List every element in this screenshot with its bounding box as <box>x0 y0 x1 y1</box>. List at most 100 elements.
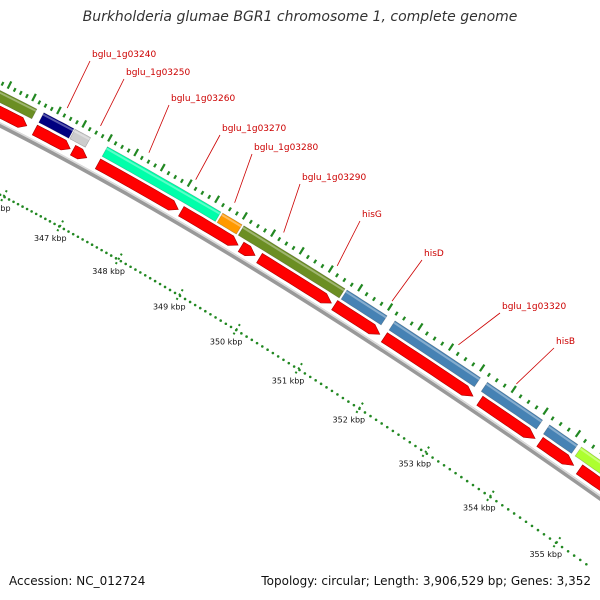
ruler-dot <box>109 254 113 257</box>
cog-block-highlight <box>73 130 91 141</box>
outer-tick-mark <box>526 399 531 405</box>
outer-tick-mark <box>440 341 445 346</box>
map-title: Burkholderia glumae BGR1 chromosome 1, c… <box>82 9 518 25</box>
ruler-dot <box>34 212 38 216</box>
ruler-dot <box>250 338 254 342</box>
gene-leader-line <box>234 153 253 203</box>
outer-tick-mark <box>379 301 384 307</box>
cog-block <box>480 381 544 430</box>
ruler-dot <box>271 351 275 355</box>
outer-tick-mark <box>120 144 125 150</box>
ruler-dot <box>448 467 452 471</box>
ruler-dot <box>261 345 264 348</box>
outer-tick-mark <box>270 229 277 238</box>
kbp-tick-label: 355 kbp <box>529 550 562 559</box>
ruler-dot <box>12 200 15 204</box>
outer-tick-mark <box>291 245 296 251</box>
outer-tick-mark <box>68 116 73 122</box>
cog-block-highlight <box>42 113 74 132</box>
outer-tick-mark <box>357 283 364 292</box>
gene-label: bglu_1g03250 <box>126 68 190 78</box>
outer-tick-mark <box>510 385 517 394</box>
gene-labels-layer: bglu_1g03240 bglu_1g03250 bglu_1g03260bglu… <box>66 50 575 385</box>
ruler-dot <box>374 418 378 422</box>
ruler-dot <box>168 288 172 292</box>
chromosome-backbone-highlight <box>0 122 600 497</box>
cog-block-highlight <box>221 213 242 228</box>
ruler-dot <box>460 475 463 479</box>
ruler-dot <box>188 300 192 304</box>
ruler-dot <box>287 361 291 365</box>
kbp-tick-label: 348 kbp <box>92 267 125 276</box>
ruler-dot <box>419 448 423 452</box>
ruler-dot <box>119 259 123 263</box>
cog-block <box>237 225 346 299</box>
ruler-dot <box>512 512 516 515</box>
kbp-tick-mark <box>485 490 495 503</box>
ruler-dot <box>391 429 395 433</box>
cog-block <box>101 146 222 222</box>
cog-block <box>542 424 579 454</box>
outer-tick-mark <box>574 429 582 438</box>
ruler-dot <box>436 460 440 463</box>
cds-arrow <box>0 105 28 128</box>
ruler-dot <box>198 306 202 310</box>
outer-tick-mark <box>534 405 539 410</box>
outer-tick-mark <box>56 106 62 115</box>
outer-tick-mark <box>100 133 105 139</box>
outer-tick-mark <box>179 178 184 184</box>
chromosome-backbone <box>0 122 600 502</box>
ruler-dot <box>477 487 481 491</box>
ruler-dot <box>548 537 552 540</box>
outer-tick-mark <box>327 265 334 273</box>
cog-block-highlight <box>547 425 578 447</box>
ruler-dot <box>214 316 217 319</box>
outer-tick-mark <box>193 186 198 192</box>
cog-block-highlight <box>579 447 600 464</box>
cds-arrow <box>256 252 332 304</box>
kbp-tick-mark <box>232 323 241 336</box>
ruler-dot <box>397 433 400 436</box>
gene-leader-line <box>148 104 170 153</box>
cog-block-highlight <box>242 226 345 292</box>
outer-tick-mark <box>558 421 563 427</box>
outer-tick-mark <box>6 80 13 90</box>
outer-tick-mark <box>241 211 248 220</box>
kbp-tick-mark <box>552 536 562 549</box>
kbp-tick-mark <box>0 189 8 203</box>
gene-leader-line <box>66 60 91 109</box>
cog-block <box>574 446 600 474</box>
outer-tick-mark <box>298 246 305 255</box>
outer-tick-mark <box>186 179 193 188</box>
gene-label: bglu_1g03320 <box>502 302 566 312</box>
ruler-dot <box>81 238 84 241</box>
outer-tick-mark <box>335 273 340 278</box>
ruler-dot <box>542 532 546 536</box>
outer-tick-mark <box>133 148 140 157</box>
outer-tick-mark <box>402 316 407 321</box>
ruler-dot <box>483 491 486 495</box>
outer-tick-mark <box>37 100 42 105</box>
ruler-dot <box>48 220 52 223</box>
cds-arrow <box>70 144 88 160</box>
cog-block-highlight <box>485 383 543 423</box>
genome-stats-text: Topology: circular; Length: 3,906,529 bp… <box>261 574 591 588</box>
ruler-dot <box>90 243 94 247</box>
ruler-dot <box>209 313 212 316</box>
ruler-dot <box>585 562 588 566</box>
outer-tick-mark <box>221 202 225 208</box>
outer-tick-mark <box>518 394 523 399</box>
ruler-dot <box>363 411 367 414</box>
ruler-dot <box>266 348 269 352</box>
ruler-dot <box>39 215 43 218</box>
ruler-dot <box>129 265 132 269</box>
ruler-dot <box>408 440 412 444</box>
gene-leader-line <box>516 347 555 385</box>
accession-text: Accession: NC_012724 <box>9 574 146 588</box>
ruler-dot <box>282 358 285 362</box>
ruler-dot <box>21 205 24 208</box>
outer-tick-mark <box>277 236 282 242</box>
outer-tick-mark <box>566 427 571 432</box>
gene-label: bglu_1g03260 <box>171 94 235 104</box>
